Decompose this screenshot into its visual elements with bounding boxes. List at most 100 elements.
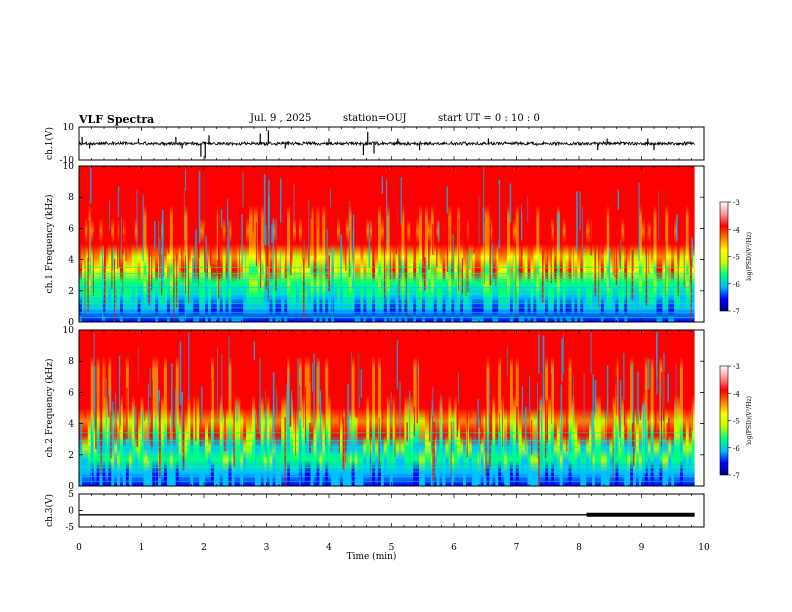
spectrogram-column <box>96 330 100 486</box>
spectrogram-column <box>272 166 276 322</box>
spectrogram-column <box>524 166 528 322</box>
spectrogram-column <box>210 166 215 322</box>
spectrogram-column <box>84 166 89 322</box>
spectrogram-column <box>562 166 567 322</box>
spectrogram-column <box>606 330 611 486</box>
spectrogram-column <box>93 166 97 322</box>
spectrogram-column <box>521 166 525 322</box>
spectrogram-column <box>122 330 127 486</box>
spectrogram-column <box>571 166 575 322</box>
spectrogram-y-tick-label: 6 <box>68 388 74 398</box>
spectrogram-column <box>196 166 200 322</box>
ch3-waveform-frame <box>78 493 705 528</box>
spectrogram-column <box>483 166 487 322</box>
ch1-y-tick-label: -10 <box>60 156 75 166</box>
spectrogram-column <box>633 166 637 322</box>
spectrogram-column <box>424 166 429 322</box>
spectrogram-column <box>336 166 341 322</box>
spectrogram-column <box>111 166 115 322</box>
spectrogram-column <box>378 166 382 322</box>
spectrogram-column <box>624 166 628 322</box>
spectrogram-column <box>316 330 320 486</box>
spectrogram-column <box>166 330 171 486</box>
spectrogram-column <box>644 330 649 486</box>
spectrogram-column <box>410 166 414 322</box>
spectrogram-column <box>342 330 347 486</box>
spectrogram-column <box>231 166 235 322</box>
spectrogram-column <box>213 330 218 486</box>
spectrogram-column <box>583 166 587 322</box>
spectrogram-column <box>225 166 229 322</box>
spectrogram-column <box>366 166 370 322</box>
spectrogram-column <box>331 330 335 486</box>
spectrogram-column <box>383 330 388 486</box>
spectrogram-column <box>401 330 405 486</box>
spectrogram-column <box>621 330 625 486</box>
spectrogram-column <box>433 330 438 486</box>
spectrogram-column <box>207 166 212 322</box>
spectrogram-column <box>571 330 575 486</box>
spectrogram-column <box>234 330 238 486</box>
spectrogram-column <box>433 166 438 322</box>
colorbar-gradient <box>719 365 729 476</box>
spectrogram-column <box>369 166 373 322</box>
spectrogram-y-tick-label: 2 <box>68 287 74 297</box>
spectrogram-column <box>196 330 200 486</box>
spectrogram-column <box>439 330 443 486</box>
spectrogram-column <box>542 166 546 322</box>
spectrogram-column <box>269 330 273 486</box>
spectrogram-column <box>533 166 537 322</box>
spectrogram-column <box>207 330 212 486</box>
spectrogram-column <box>375 330 379 486</box>
time-axis: 0 1 2 3 4 5 6 7 8 9 10 Time (min) <box>76 543 710 562</box>
spectrogram-column <box>372 330 376 486</box>
spectrogram-column <box>260 330 265 486</box>
spectrogram-column <box>606 166 611 322</box>
spectrogram-column <box>592 166 596 322</box>
spectrogram-column <box>325 330 329 486</box>
spectrogram-column <box>128 330 133 486</box>
spectrogram-column <box>155 330 159 486</box>
spectrogram-column <box>178 330 182 486</box>
spectrogram-column <box>96 166 100 322</box>
spectrogram-column <box>630 330 634 486</box>
ch1-spectrogram-y-axis-label: ch.1 Frequency (kHz) <box>44 195 55 294</box>
spectrogram-column <box>219 166 224 322</box>
spectrogram-column <box>504 166 508 322</box>
spectrogram-y-tick-label: 10 <box>63 162 75 172</box>
spectrogram-column <box>122 166 127 322</box>
colorbar-label: log(PSD)(V²/Hz) <box>746 232 753 281</box>
spectrogram-column <box>656 166 660 322</box>
spectrogram-column <box>474 330 479 486</box>
spectrogram-column <box>562 330 567 486</box>
spectrogram-column <box>486 330 490 486</box>
spectrogram-column <box>527 166 531 322</box>
spectrogram-column <box>477 166 482 322</box>
spectrogram-column <box>105 330 109 486</box>
spectrogram-column <box>586 330 590 486</box>
spectrogram-column <box>251 166 256 322</box>
spectrogram-column <box>398 166 402 322</box>
spectrogram-column <box>492 330 496 486</box>
spectrogram-column <box>498 330 502 486</box>
spectrogram-y-tick-label: 8 <box>68 193 74 203</box>
spectrogram-column <box>234 166 238 322</box>
spectrogram-column <box>87 330 92 486</box>
spectrogram-column <box>436 166 440 322</box>
spectrogram-column <box>515 166 520 322</box>
spectrogram-column <box>149 166 153 322</box>
spectrogram-column <box>334 166 338 322</box>
spectrogram-column <box>178 166 182 322</box>
spectrogram-column <box>172 166 177 322</box>
spectrogram-column <box>518 166 523 322</box>
spectrogram-column <box>143 330 147 486</box>
spectrogram-column <box>653 166 657 322</box>
spectrogram-column <box>164 330 168 486</box>
spectrogram-column <box>436 330 440 486</box>
spectrogram-column <box>90 330 95 486</box>
spectrogram-column <box>460 166 464 322</box>
spectrogram-column <box>492 166 496 322</box>
spectrogram-column <box>84 330 89 486</box>
spectrogram-column <box>380 166 385 322</box>
